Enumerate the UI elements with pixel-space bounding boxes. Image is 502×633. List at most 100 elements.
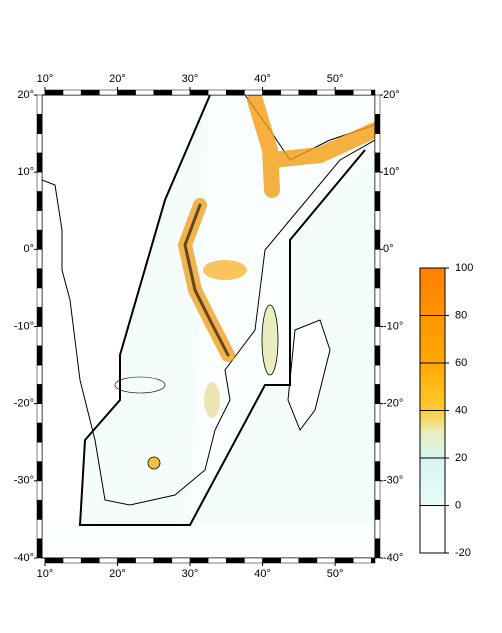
y-tick-label-right: -30°: [383, 475, 403, 487]
frame-ticks: [36, 89, 381, 564]
frame-segment: [36, 268, 43, 289]
frame-segment: [298, 89, 318, 96]
frame-segment: [352, 557, 372, 564]
y-tick-label-left: 10°: [17, 166, 34, 178]
frame-segment: [99, 89, 118, 96]
frame-segment: [171, 89, 191, 96]
y-tick-label-left: 20°: [17, 89, 34, 101]
frame-segment: [117, 557, 136, 564]
frame-segment: [36, 306, 43, 327]
frame-segment: [374, 133, 381, 154]
frame-segment: [44, 89, 64, 96]
y-tick-label-left: -30°: [14, 475, 34, 487]
frame-segment: [36, 519, 43, 539]
frame-segment: [371, 89, 376, 96]
frame-segment: [135, 89, 154, 96]
frame-segment: [226, 557, 245, 564]
frame-segment: [36, 538, 43, 559]
frame-segment: [374, 94, 381, 115]
map-content: [42, 95, 375, 558]
frame-segment: [36, 384, 43, 404]
frame-segment: [62, 557, 82, 564]
y-tick-label-right: 20°: [383, 89, 400, 101]
frame-segment: [334, 89, 354, 96]
colorbar-tick-label: -20: [455, 547, 471, 559]
frame-segment: [153, 557, 173, 564]
colorbar-tick-label: 0: [455, 499, 461, 511]
frame-segment: [62, 89, 82, 96]
frame-segment: [374, 364, 381, 385]
frame-segment: [171, 557, 191, 564]
frame-segment: [117, 89, 136, 96]
frame-segment: [36, 364, 43, 385]
x-tick-label-bottom: 10°: [37, 568, 54, 580]
frame-segment: [374, 171, 381, 192]
frame-segment: [280, 89, 300, 96]
frame-segment: [262, 557, 281, 564]
x-tick-label-bottom: 20°: [109, 568, 126, 580]
frame-segment: [99, 557, 118, 564]
y-tick-label-right: 10°: [383, 166, 400, 178]
frame-segment: [334, 557, 354, 564]
frame-segment: [244, 557, 263, 564]
frame-segment: [226, 89, 245, 96]
frame-segment: [36, 499, 43, 520]
y-tick-label-left: -40°: [14, 552, 34, 564]
frame-segment: [280, 557, 300, 564]
frame-segment: [374, 403, 381, 424]
frame-segment: [36, 326, 43, 347]
frame-segment: [36, 461, 43, 482]
x-tick-label-bottom: 30°: [182, 568, 199, 580]
frame-segment: [374, 287, 381, 308]
frame-segment: [36, 480, 43, 501]
frame-segment: [374, 114, 381, 134]
frame-segment: [189, 89, 209, 96]
frame-segment: [244, 89, 263, 96]
frame-segment: [36, 133, 43, 154]
x-tick-label-bottom: 40°: [254, 568, 271, 580]
frame-segment: [374, 499, 381, 520]
frame-segment: [352, 89, 372, 96]
frame-segment: [374, 268, 381, 289]
x-tick-label-top: 10°: [37, 73, 54, 85]
frame-segment: [36, 210, 43, 231]
colorbar-tick-label: 20: [455, 452, 467, 464]
y-tick-label-right: 0°: [383, 243, 394, 255]
frame-segment: [36, 229, 43, 250]
y-tick-label-right: -40°: [383, 552, 403, 564]
frame-segment: [36, 422, 43, 443]
frame-segment: [316, 557, 336, 564]
frame-segment: [44, 557, 64, 564]
frame-segment: [153, 89, 173, 96]
frame-segment: [36, 191, 43, 211]
frame-segment: [374, 480, 381, 501]
frame-segment: [298, 557, 318, 564]
frame-segment: [135, 557, 154, 564]
frame-segment: [36, 403, 43, 424]
colorbar-tick-label: 80: [455, 309, 467, 321]
x-tick-label-top: 30°: [182, 73, 199, 85]
frame-segment: [189, 557, 209, 564]
y-tick-label-left: -20°: [14, 398, 34, 410]
frame-segment: [36, 152, 43, 173]
frame-segment: [374, 538, 381, 559]
frame-segment: [36, 94, 43, 115]
frame-segment: [80, 89, 100, 96]
frame-segment: [371, 557, 376, 564]
colorbar-tick-label: 100: [455, 262, 473, 274]
frame-segment: [374, 461, 381, 482]
frame-segment: [374, 519, 381, 539]
y-tick-label-right: -20°: [383, 398, 403, 410]
frame-segment: [36, 249, 43, 269]
y-tick-label-left: 0°: [23, 243, 34, 255]
frame-segment: [207, 557, 227, 564]
frame-segment: [207, 89, 227, 96]
frame-segment: [36, 442, 43, 462]
frame-segment: [374, 249, 381, 269]
frame-segment: [374, 229, 381, 250]
y-tick-label-right: -10°: [383, 320, 403, 332]
frame-segment: [374, 345, 381, 366]
frame-segment: [36, 287, 43, 308]
